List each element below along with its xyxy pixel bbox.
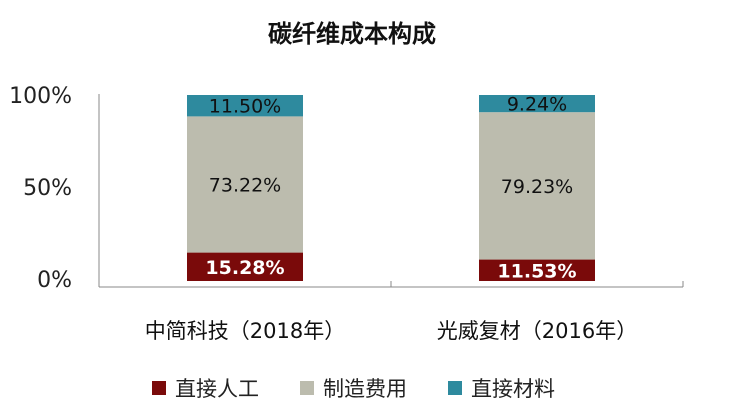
data-label-direct-materials-1: 9.24% [507,94,567,116]
y-tick-label-50: 50% [23,176,72,201]
legend-label-direct-materials: 直接材料 [471,377,555,401]
x-axis: 中简科技（2018年） 光威复材（2016年） [99,281,684,343]
chart-title: 碳纤维成本构成 [268,20,436,48]
y-axis: 0% 50% 100% [9,84,100,293]
y-tick-label-0: 0% [37,268,72,293]
x-category-label-0: 中简科技（2018年） [145,319,345,343]
data-label-direct-materials-0: 11.50% [209,96,281,118]
bar-segment-direct-materials-0 [187,95,303,117]
data-label-direct-labor-0: 15.28% [205,257,284,279]
legend-swatch-direct-labor [152,381,166,395]
bar-segment-direct-labor-0 [187,252,303,281]
legend-label-direct-labor: 直接人工 [175,377,259,401]
bar-segment-direct-labor-1 [479,259,595,281]
data-label-manufacturing-cost-1: 79.23% [501,176,573,198]
bar-segment-direct-materials-1 [479,95,595,113]
data-label-direct-labor-1: 11.53% [497,260,576,282]
bar-segment-manufacturing-cost-0 [187,116,303,253]
legend-swatch-direct-materials [448,381,462,395]
y-tick-label-100: 100% [9,84,72,109]
legend-swatch-manufacturing-cost [300,381,314,395]
legend-label-manufacturing-cost: 制造费用 [323,377,407,401]
legend: 直接人工 制造费用 直接材料 [152,377,555,401]
x-category-label-1: 光威复材（2016年） [437,319,637,343]
bar-segment-manufacturing-cost-1 [479,112,595,260]
data-label-manufacturing-cost-0: 73.22% [209,174,281,196]
bars: 15.28% 73.22% 11.50% 11.53% 79.23% 9.24% [187,94,595,282]
